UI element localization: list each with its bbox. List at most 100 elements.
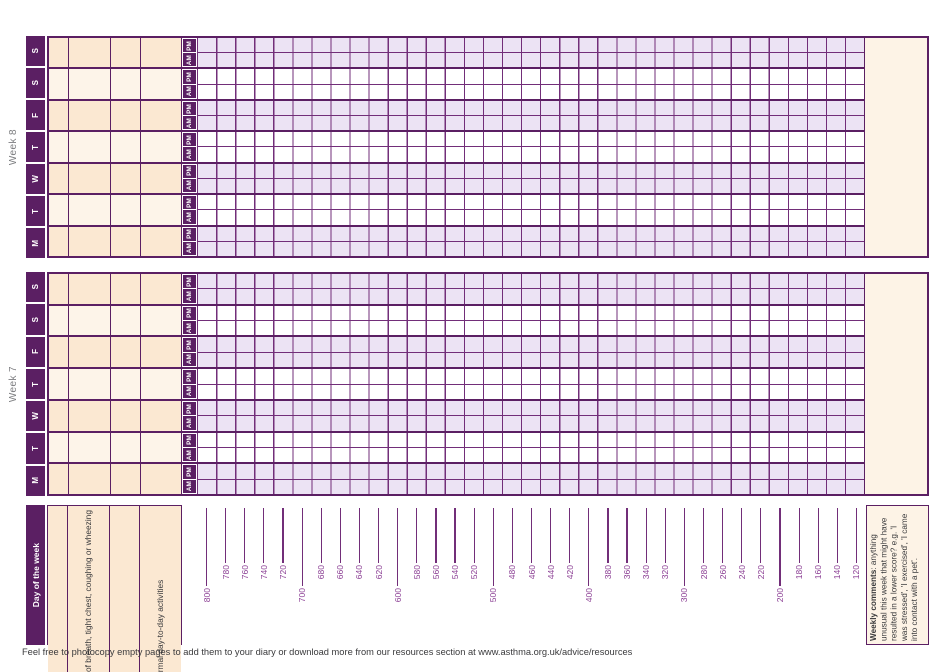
ampm-label: PM: [186, 197, 193, 208]
ampm-label: AM: [186, 354, 193, 365]
scale-tick: 280: [699, 508, 709, 579]
day-chip: S: [26, 68, 45, 98]
day-chip: M: [26, 465, 45, 496]
day-row: PM AM: [49, 100, 864, 133]
symptom-entry-cell: [49, 305, 69, 336]
scale-tick: 460: [527, 508, 537, 579]
symptom-entry-cell: [49, 400, 69, 431]
ampm-label: AM: [186, 54, 193, 65]
scale-tick: 180: [794, 508, 804, 579]
day-row: PM AM: [49, 464, 864, 495]
ampm-chip: AM: [183, 352, 196, 367]
day-chip: T: [26, 196, 45, 226]
symptom-label-cell: Had asthma symptoms such as shortness of…: [68, 506, 110, 672]
scale-tick-label: 480: [507, 565, 518, 580]
week-8-label: Week 8: [4, 36, 22, 258]
scale-tick: 340: [641, 508, 651, 579]
day-of-week-header: Day of the week: [26, 505, 45, 645]
symptom-labels-row: Used reliever inhalerHad asthma symptoms…: [48, 506, 181, 672]
week-7-title: Week 7: [7, 365, 19, 403]
scale-tick-line: [836, 508, 838, 563]
scale-tick-line: [645, 508, 647, 563]
scale-tick-label: 120: [851, 565, 862, 580]
scale-tick-label: 520: [469, 565, 480, 580]
scale-tick-line: [626, 508, 628, 563]
peak-flow-grid-cell: [197, 132, 864, 162]
grid-am-strip: [197, 288, 864, 304]
week-table-body: PM AM PM AM PM AM PM AM PM AM PM AM PM AM: [47, 36, 929, 258]
ampm-column: PM AM: [182, 38, 197, 68]
symptom-entry-cell: [111, 132, 141, 162]
peak-flow-grid-cell: [197, 38, 864, 68]
ampm-column: PM AM: [182, 464, 197, 495]
ampm-label: AM: [186, 211, 193, 223]
ampm-column: PM AM: [182, 163, 197, 194]
scale-tick: 400: [584, 508, 594, 602]
weekly-comments-entry-cell: [864, 38, 927, 256]
symptom-entry-cell: [111, 163, 141, 194]
day-letter: S: [31, 284, 40, 290]
scale-tick: 160: [813, 508, 823, 579]
scale-tick: 660: [335, 508, 345, 579]
symptom-entry-cell: [141, 226, 182, 256]
ampm-chip: AM: [183, 321, 196, 335]
scale-tick-label: 280: [698, 565, 709, 580]
symptom-entry-cell: [49, 274, 69, 304]
symptom-entry-cell: [69, 305, 111, 336]
ampm-column: PM AM: [182, 69, 197, 99]
grid-am-strip: [197, 115, 864, 131]
ampm-label: PM: [186, 166, 193, 177]
scale-tick-label: 420: [564, 565, 575, 580]
day-letter: T: [31, 144, 40, 150]
symptom-entry-cell: [141, 195, 182, 225]
week-table-body: PM AM PM AM PM AM PM AM PM AM PM AM PM AM: [47, 272, 929, 496]
scale-tick-label: 700: [297, 588, 308, 603]
symptom-entry-cell: [141, 163, 182, 194]
scale-tick-label: 400: [583, 588, 594, 603]
ampm-chip: AM: [183, 479, 196, 494]
ampm-chip: PM: [183, 196, 196, 210]
symptom-entry-cell: [69, 337, 111, 368]
ampm-column: PM AM: [182, 132, 197, 162]
grid-pm-strip: [197, 337, 864, 352]
scale-tick: 440: [546, 508, 556, 579]
day-letter: W: [31, 412, 40, 421]
symptom-entry-cell: [141, 38, 182, 68]
scale-tick-line: [244, 508, 246, 563]
day-row: PM AM: [49, 369, 864, 401]
scale-tick-line: [339, 508, 341, 563]
ampm-chip: PM: [183, 70, 196, 84]
symptom-entry-cell: [141, 464, 182, 495]
symptom-entry-cell: [111, 69, 141, 99]
ampm-chip: PM: [183, 133, 196, 147]
grid-pm-strip: [197, 69, 864, 84]
day-chip: S: [26, 272, 45, 303]
scale-tick-label: 160: [813, 565, 824, 580]
ampm-label: PM: [186, 134, 193, 145]
ampm-column: PM AM: [182, 226, 197, 256]
grid-am-strip: [197, 446, 864, 463]
day-row: PM AM: [49, 195, 864, 227]
scale-tick: 520: [469, 508, 479, 579]
scale-tick-label: 300: [679, 588, 690, 603]
day-row: PM AM: [49, 432, 864, 465]
grid-am-strip: [197, 383, 864, 399]
week-7-label: Week 7: [4, 272, 22, 496]
scale-tick-line: [550, 508, 552, 563]
day-rows: PM AM PM AM PM AM PM AM PM AM PM AM PM AM: [49, 38, 864, 256]
grid-am-strip: [197, 478, 864, 495]
grid-pm-strip: [197, 400, 864, 416]
peak-flow-grid-cell: [197, 369, 864, 399]
peak-flow-grid-cell: [197, 337, 864, 368]
grid-pm-strip: [197, 100, 864, 116]
symptom-entry-cell: [111, 38, 141, 68]
ampm-column: PM AM: [182, 195, 197, 225]
day-rows: PM AM PM AM PM AM PM AM PM AM PM AM PM AM: [49, 274, 864, 495]
ampm-chip: PM: [183, 306, 196, 321]
symptom-entry-cell: [111, 369, 141, 399]
scale-tick-label: 720: [278, 565, 288, 580]
grid-pm-strip: [197, 369, 864, 384]
peak-flow-grid-cell: [197, 100, 864, 131]
symptom-entry-cell: [49, 369, 69, 399]
